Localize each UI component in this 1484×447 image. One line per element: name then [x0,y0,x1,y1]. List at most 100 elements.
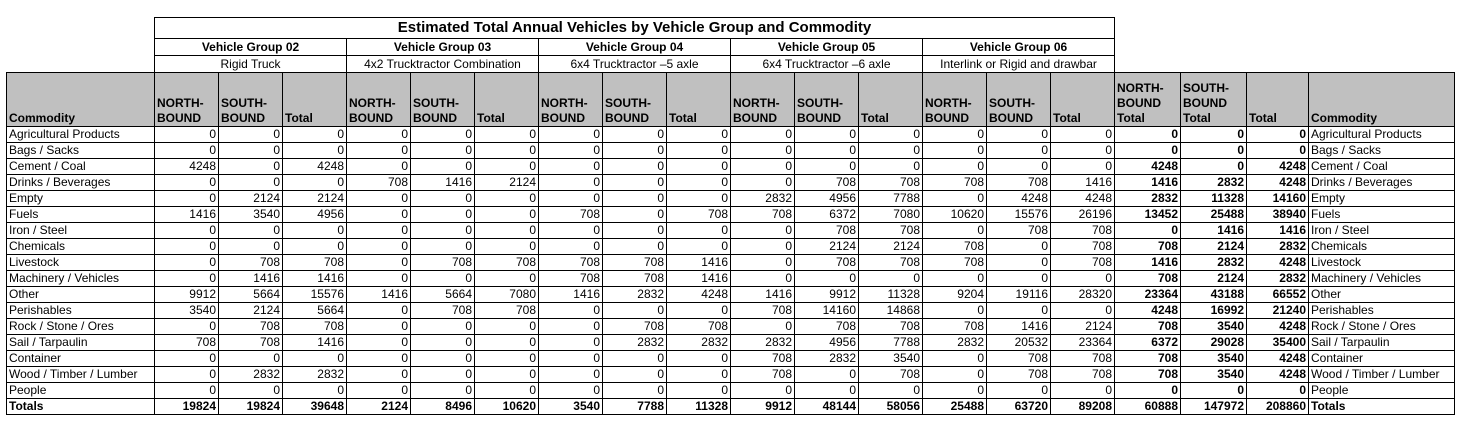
value-cell: 2832 [282,366,347,383]
value-cell: 708 [1050,350,1115,367]
value-cell: 0 [538,334,603,351]
group-name: Vehicle Group 05 [730,38,923,56]
total-header: Total [666,72,731,127]
value-cell: 2832 [1180,254,1247,271]
value-cell: 2832 [1246,270,1309,287]
value-cell: 0 [602,174,667,191]
value-cell: 1416 [1050,174,1115,191]
table-body: Agricultural Products 0 0 0 0 0 0 0 0 0 0 0 0 0 0 0 0 0 0 A… [6,126,1455,415]
value-cell: 0 [346,206,411,223]
value-cell: 2832 [730,334,795,351]
value-cell: 7080 [858,206,923,223]
value-cell: 0 [474,350,539,367]
table-row: Other 9912 5664 15576 1416 5664 7080 1416 2832 42… [6,286,1455,303]
value-cell: 0 [666,382,731,399]
commodity-cell-right: Agricultural Products [1308,126,1455,143]
value-cell: 9204 [922,286,987,303]
value-cell: 4248 [1114,158,1181,175]
value-cell: 25488 [922,398,987,415]
value-cell: 0 [986,238,1051,255]
commodity-cell: Other [6,286,155,303]
commodity-cell: Rock / Stone / Ores [6,318,155,335]
commodity-cell: Sail / Tarpaulin [6,334,155,351]
value-cell: 0 [346,190,411,207]
value-cell: 0 [474,206,539,223]
table-row: Agricultural Products 0 0 0 0 0 0 0 0 0 0 0 0 0 0 0 0 0 0 A… [6,126,1455,143]
value-cell: 708 [730,206,795,223]
value-cell: 2832 [794,350,859,367]
value-cell: 0 [1246,382,1309,399]
value-cell: 8496 [410,398,475,415]
southbound-header: SOUTH-BOUND [602,72,667,127]
value-cell: 708 [794,318,859,335]
value-cell: 708 [282,254,347,271]
value-cell: 708 [986,350,1051,367]
value-cell: 0 [922,126,987,143]
value-cell: 708 [1114,238,1181,255]
value-cell: 58056 [858,398,923,415]
value-cell: 0 [346,126,411,143]
commodity-cell-right: Totals [1308,398,1455,415]
value-cell: 14160 [794,302,859,319]
commodity-header: Commodity [6,72,155,127]
value-cell: 0 [858,142,923,159]
value-cell: 4248 [1114,302,1181,319]
value-cell: 708 [1050,238,1115,255]
value-cell: 708 [218,254,283,271]
value-cell: 13452 [1114,206,1181,223]
value-cell: 0 [218,174,283,191]
value-cell: 0 [410,238,475,255]
value-cell: 0 [346,350,411,367]
value-cell: 708 [1050,222,1115,239]
value-cell: 0 [730,126,795,143]
commodity-cell-right: Rock / Stone / Ores [1308,318,1455,335]
value-cell: 0 [922,270,987,287]
value-cell: 0 [538,318,603,335]
value-cell: 708 [858,318,923,335]
value-cell: 708 [922,238,987,255]
value-cell: 0 [1114,382,1181,399]
value-cell: 1416 [218,270,283,287]
value-cell: 0 [1246,126,1309,143]
value-cell: 0 [602,190,667,207]
value-cell: 2832 [666,334,731,351]
value-cell: 2832 [922,334,987,351]
value-cell: 0 [794,382,859,399]
value-cell: 0 [218,382,283,399]
commodity-cell: Wood / Timber / Lumber [6,366,155,383]
commodity-cell: Totals [6,398,155,415]
table-row: Empty 0 2124 2124 0 0 0 0 0 0 2832 4956 7788 0 4248 424… [6,190,1455,207]
value-cell: 0 [282,126,347,143]
value-cell: 0 [730,270,795,287]
table-row: Drinks / Beverages 0 0 0 708 1416 2124 0 0 0 0 708 7… [6,174,1455,191]
value-cell: 2124 [346,398,411,415]
value-cell: 0 [794,158,859,175]
value-cell: 5664 [218,286,283,303]
value-cell: 5664 [282,302,347,319]
table-row: Wood / Timber / Lumber 0 2832 2832 0 0 0 0 0 0 708… [6,366,1455,383]
value-cell: 0 [474,190,539,207]
value-cell: 708 [1114,350,1181,367]
value-cell: 0 [346,366,411,383]
commodity-cell: Iron / Steel [6,222,155,239]
value-cell: 4248 [1246,174,1309,191]
value-cell: 3540 [154,302,219,319]
value-cell: 147972 [1180,398,1247,415]
value-cell: 0 [538,302,603,319]
value-cell: 0 [538,222,603,239]
value-cell: 708 [730,350,795,367]
value-cell: 0 [154,366,219,383]
value-cell: 708 [346,174,411,191]
value-cell: 0 [730,174,795,191]
value-cell: 0 [1050,158,1115,175]
value-cell: 708 [602,254,667,271]
northbound-header: NORTH-BOUND [538,72,603,127]
table-row: People 0 0 0 0 0 0 0 0 0 0 0 0 0 0 0 0 0 0 People [6,382,1455,399]
value-cell: 708 [922,254,987,271]
value-cell: 1416 [986,318,1051,335]
value-cell: 4248 [1246,366,1309,383]
value-cell: 708 [1114,318,1181,335]
value-cell: 0 [282,238,347,255]
value-cell: 0 [666,350,731,367]
value-cell: 6372 [794,206,859,223]
